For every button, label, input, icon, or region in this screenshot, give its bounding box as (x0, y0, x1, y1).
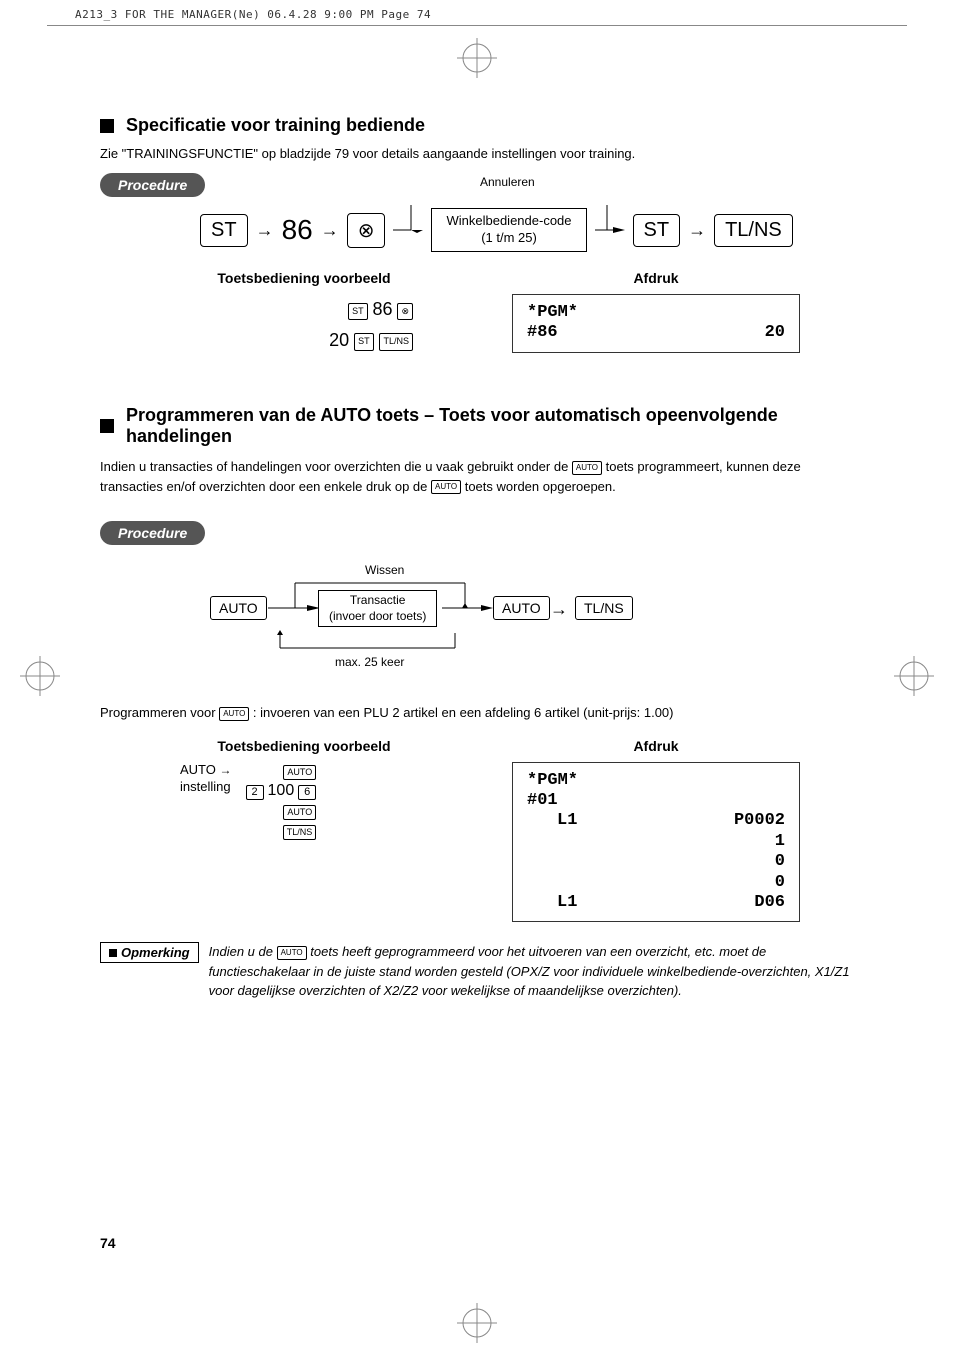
section2-examples: Toetsbediening voorbeeld AUTO → instelli… (100, 738, 860, 923)
auto-key-small: AUTO (283, 765, 316, 780)
afdruk-heading: Afdruk (512, 270, 800, 286)
afdruk-column: Afdruk *PGM* #01 L1 P0002 1 0 0 L1 D06 (512, 738, 800, 923)
arrow-icon: → (220, 763, 232, 777)
auto-key: AUTO (210, 596, 267, 620)
auto-key-small: AUTO (283, 805, 316, 820)
auto-key: AUTO (493, 596, 550, 620)
flow-path (595, 205, 625, 255)
trans-box-line2: (invoer door toets) (329, 609, 426, 623)
top-cropmark (457, 38, 497, 78)
afdruk-line: *PGM* (527, 771, 785, 791)
prog-text: Programmeren voor AUTO : invoeren van ee… (100, 703, 860, 723)
trans-box: Transactie (invoer door toets) (318, 590, 437, 627)
procedure-label: Procedure (100, 173, 205, 197)
afdruk-heading: Afdruk (512, 738, 800, 754)
tlns-key-small: TL/NS (283, 825, 317, 840)
bullet-icon (100, 419, 114, 433)
right-cropmark (894, 656, 934, 696)
note-row: Opmerking Indien u de AUTO toets heeft g… (100, 942, 860, 1001)
multiply-key-small: ⊗ (397, 303, 413, 320)
auto-instelling: AUTO → instelling AUTO 2 100 6 (180, 762, 448, 842)
left-cropmark (20, 656, 60, 696)
st-key-small: ST (354, 333, 374, 350)
st-key-small: ST (348, 303, 368, 320)
code-box: Winkelbediende-code (1 t/m 25) (431, 208, 586, 252)
tlns-key: TL/NS (714, 214, 793, 247)
afdruk-right: 20 (765, 323, 785, 343)
afdruk-right: P0002 (734, 811, 785, 831)
num-key-small: 6 (298, 785, 316, 800)
flow-number: 86 (282, 214, 313, 246)
auto-key-inline: AUTO (277, 946, 307, 960)
afdruk-box: *PGM* #01 L1 P0002 1 0 0 L1 D06 (512, 762, 800, 923)
st-key: ST (200, 214, 248, 247)
section2-flow: Wissen AUTO Transactie (invoer door toet (210, 563, 860, 683)
annuleren-label: Annuleren (480, 175, 535, 189)
multiply-key: ⊗ (347, 213, 386, 248)
afdruk-left: L1 (527, 893, 577, 913)
toets-heading: Toetsbediening voorbeeld (160, 270, 448, 286)
header-annotation: A213_3 FOR THE MANAGER(Ne) 06.4.28 9:00 … (75, 8, 431, 21)
afdruk-line: 0 (527, 852, 785, 872)
st-key: ST (633, 214, 681, 247)
section2-header: Programmeren van de AUTO toets – Toets v… (100, 405, 860, 447)
num-key-small: 2 (246, 785, 264, 800)
top-border-line (47, 25, 907, 26)
afdruk-line: *PGM* (527, 303, 785, 323)
section2-title: Programmeren van de AUTO toets – Toets v… (126, 405, 860, 447)
afdruk-line: 0 (527, 873, 785, 893)
afdruk-box: *PGM* #86 20 (512, 294, 800, 353)
body-part: toets worden opgeroepen. (465, 479, 616, 494)
num-text: 100 (268, 782, 295, 799)
prog-text-part: Programmeren voor (100, 705, 219, 720)
section2: Programmeren van de AUTO toets – Toets v… (100, 405, 860, 1001)
auto-key-inline: AUTO (219, 707, 249, 721)
toets-column: Toetsbediening voorbeeld ST 86 ⊗ 20 ST T… (160, 270, 448, 355)
arrow-icon: → (550, 599, 568, 620)
arrow-icon: → (321, 220, 339, 241)
section1-examples: Toetsbediening voorbeeld ST 86 ⊗ 20 ST T… (100, 270, 860, 355)
toets-column: Toetsbediening voorbeeld AUTO → instelli… (160, 738, 448, 923)
key-sequence: ST 86 ⊗ 20 ST TL/NS (194, 294, 414, 355)
tlns-key: TL/NS (575, 596, 633, 620)
procedure-label: Procedure (100, 521, 205, 545)
auto-label: AUTO → instelling (180, 762, 232, 796)
section2-body: Indien u transacties of handelingen voor… (100, 457, 860, 496)
afdruk-left: L1 (527, 811, 577, 831)
note-text: Indien u de AUTO toets heeft geprogramme… (209, 942, 860, 1001)
page-content: Specificatie voor training bediende Zie … (100, 115, 860, 1001)
afdruk-column: Afdruk *PGM* #86 20 (512, 270, 800, 355)
seq-num: 86 (373, 299, 393, 319)
trans-box-line1: Transactie (350, 593, 406, 607)
afdruk-right: D06 (754, 893, 785, 913)
auto-keys: AUTO 2 100 6 AUTO TL/NS (246, 762, 317, 842)
bottom-cropmark (457, 1303, 497, 1343)
seq-num: 20 (329, 330, 349, 350)
section1-flow: ST → 86 → ⊗ Winkelbediende-code (1 t/m 2… (200, 205, 860, 255)
auto-key-inline: AUTO (431, 480, 461, 494)
code-box-line2: (1 t/m 25) (481, 230, 537, 245)
max-label: max. 25 keer (335, 655, 404, 669)
arrow-icon: → (688, 220, 706, 241)
section1-subtitle: Zie "TRAININGSFUNCTIE" op bladzijde 79 v… (100, 146, 860, 161)
auto-label-line2: instelling (180, 779, 231, 794)
annuleren-path (393, 205, 423, 255)
arrow-icon: → (256, 220, 274, 241)
toets-heading: Toetsbediening voorbeeld (160, 738, 448, 754)
bullet-icon (100, 119, 114, 133)
prog-text-part: : invoeren van een PLU 2 artikel en een … (253, 705, 674, 720)
code-box-line1: Winkelbediende-code (446, 213, 571, 228)
auto-label-line1: AUTO (180, 762, 216, 777)
auto-key-inline: AUTO (572, 461, 602, 475)
afdruk-line: 1 (527, 832, 785, 852)
afdruk-line: #01 (527, 791, 785, 811)
body-part: Indien u transacties of handelingen voor… (100, 459, 572, 474)
tlns-key-small: TL/NS (379, 333, 413, 350)
note-label: Opmerking (100, 942, 199, 963)
section1-header: Specificatie voor training bediende (100, 115, 860, 136)
section1-title: Specificatie voor training bediende (126, 115, 425, 136)
page-number: 74 (100, 1235, 116, 1251)
note-text-part: Indien u de (209, 944, 277, 959)
afdruk-left: #86 (527, 323, 558, 343)
